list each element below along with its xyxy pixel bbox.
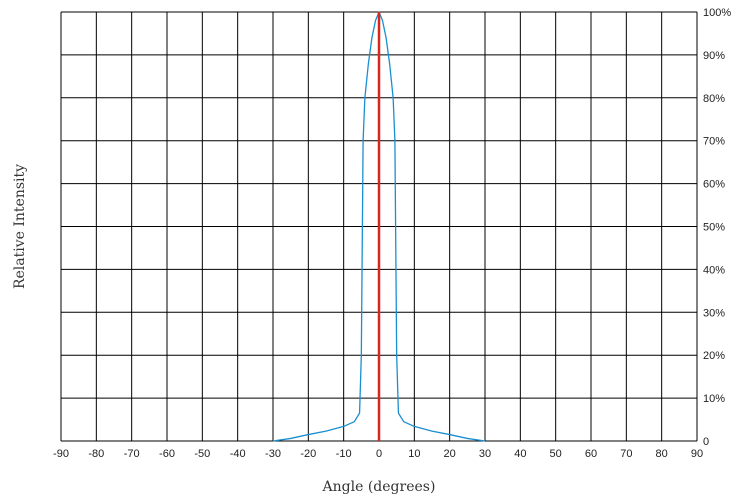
x-axis-label: Angle (degrees) (322, 479, 436, 495)
x-tick-label: 0 (376, 448, 382, 460)
y-tick-label: 30% (703, 307, 725, 319)
x-tick-label: 90 (691, 448, 703, 460)
x-tick-label: -10 (336, 448, 352, 460)
x-tick-label: 40 (514, 448, 526, 460)
x-tick-label: -40 (230, 448, 246, 460)
x-tick-labels: -90 -80 -70 -60 -50 -40 -30 -20 -10 0 10 20 30 40 50 60… (53, 448, 703, 460)
y-tick-label: 0 (703, 436, 709, 448)
y-tick-label: 20% (703, 350, 725, 362)
y-tick-label: 90% (703, 50, 725, 62)
y-tick-label: 70% (703, 136, 725, 148)
y-tick-label: 80% (703, 93, 725, 105)
x-tick-label: -70 (124, 448, 140, 460)
x-tick-label: 60 (585, 448, 597, 460)
y-tick-label: 60% (703, 179, 725, 191)
x-tick-label: -60 (159, 448, 175, 460)
series-group (272, 11, 486, 442)
x-tick-label: 20 (444, 448, 456, 460)
y-tick-label: 100% (703, 7, 731, 19)
y-tick-label: 10% (703, 393, 725, 405)
x-tick-label: -30 (265, 448, 281, 460)
x-tick-label: 70 (620, 448, 632, 460)
y-tick-labels: 0 10% 20% 30% 40% 50% 60% 70% 80% 90% 100% (703, 7, 731, 448)
x-tick-label: -20 (300, 448, 316, 460)
x-tick-label: 50 (550, 448, 562, 460)
x-tick-label: 80 (656, 448, 668, 460)
x-tick-label: -80 (88, 448, 104, 460)
y-tick-label: 50% (703, 222, 725, 234)
x-tick-label: -90 (53, 448, 69, 460)
y-axis-label: Relative Intensity (12, 164, 28, 289)
y-tick-label: 40% (703, 264, 725, 276)
x-tick-label: 30 (479, 448, 491, 460)
x-tick-label: -50 (194, 448, 210, 460)
x-tick-label: 10 (408, 448, 420, 460)
